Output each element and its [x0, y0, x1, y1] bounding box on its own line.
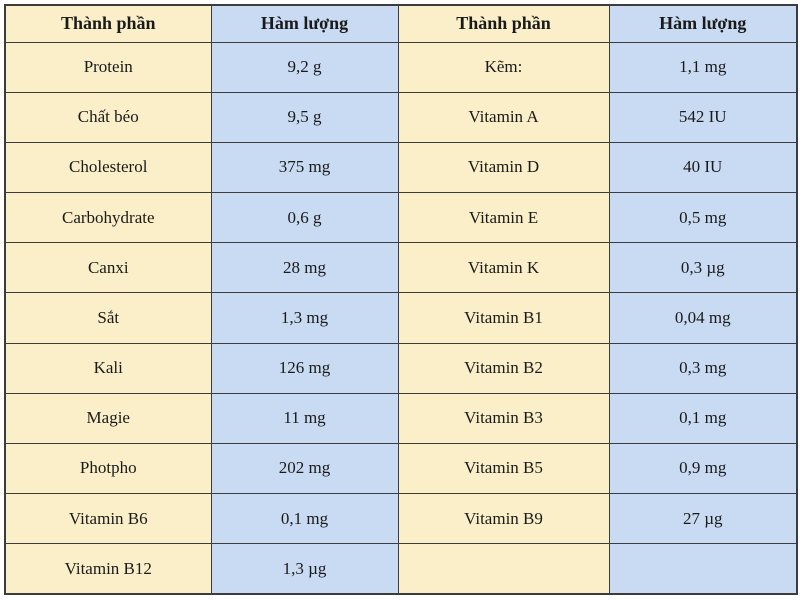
component-cell-left: Protein [4, 41, 212, 93]
amount-cell-left: 375 mg [210, 141, 399, 194]
amount-cell-right: 27 µg [608, 493, 798, 545]
amount-cell-left: 28 mg [210, 242, 399, 294]
component-cell-left: Photpho [4, 442, 212, 495]
table-row: Magie 11 mg Vitamin B3 0,1 mg [4, 392, 798, 444]
header-amount-right: Hàm lượng [608, 4, 798, 43]
component-cell-left: Carbohydrate [4, 192, 212, 244]
amount-cell-right: 40 IU [608, 141, 798, 194]
component-cell-right: Vitamin B2 [397, 342, 610, 394]
header-component-right: Thành phần [397, 4, 610, 43]
nutrition-table: Thành phần Hàm lượng Thành phần Hàm lượn… [4, 4, 798, 595]
component-cell-right: Vitamin K [397, 242, 610, 294]
table-body: Protein 9,2 g Kẽm: 1,1 mg Chất béo 9,5 g Vitam… [4, 41, 798, 595]
component-cell-right: Vitamin D [397, 141, 610, 194]
header-row: Thành phần Hàm lượng Thành phần Hàm lượn… [4, 4, 798, 43]
table-row: Cholesterol 375 mg Vitamin D 40 IU [4, 141, 798, 194]
component-cell-right: Vitamin B3 [397, 392, 610, 444]
amount-cell-right: 1,1 mg [608, 41, 798, 93]
amount-cell-right: 542 IU [608, 91, 798, 143]
header-component-left: Thành phần [4, 4, 212, 43]
table-row: Chất béo 9,5 g Vitamin A 542 IU [4, 91, 798, 143]
component-cell-left: Magie [4, 392, 212, 444]
table-row: Sắt 1,3 mg Vitamin B1 0,04 mg [4, 292, 798, 344]
amount-cell-left: 9,5 g [210, 91, 399, 143]
amount-cell-right: 0,04 mg [608, 292, 798, 344]
table-row: Kali 126 mg Vitamin B2 0,3 mg [4, 342, 798, 394]
table-header: Thành phần Hàm lượng Thành phần Hàm lượn… [4, 4, 798, 43]
amount-cell-left: 202 mg [210, 442, 399, 495]
component-cell-right [397, 543, 610, 595]
amount-cell-right: 0,1 mg [608, 392, 798, 444]
amount-cell-right: 0,5 mg [608, 192, 798, 244]
component-cell-right: Kẽm: [397, 41, 610, 93]
amount-cell-right: 0,3 mg [608, 342, 798, 394]
table-row: Photpho 202 mg Vitamin B5 0,9 mg [4, 442, 798, 495]
component-cell-right: Vitamin A [397, 91, 610, 143]
component-cell-right: Vitamin B5 [397, 442, 610, 495]
amount-cell-right: 0,3 µg [608, 242, 798, 294]
component-cell-left: Chất béo [4, 91, 212, 143]
component-cell-right: Vitamin B1 [397, 292, 610, 344]
component-cell-right: Vitamin B9 [397, 493, 610, 545]
component-cell-left: Vitamin B12 [4, 543, 212, 595]
amount-cell-right [608, 543, 798, 595]
amount-cell-left: 1,3 mg [210, 292, 399, 344]
table-row: Vitamin B12 1,3 µg [4, 543, 798, 595]
amount-cell-left: 1,3 µg [210, 543, 399, 595]
amount-cell-left: 126 mg [210, 342, 399, 394]
component-cell-left: Sắt [4, 292, 212, 344]
component-cell-left: Kali [4, 342, 212, 394]
component-cell-left: Canxi [4, 242, 212, 294]
amount-cell-left: 9,2 g [210, 41, 399, 93]
amount-cell-left: 11 mg [210, 392, 399, 444]
amount-cell-left: 0,6 g [210, 192, 399, 244]
amount-cell-left: 0,1 mg [210, 493, 399, 545]
header-amount-left: Hàm lượng [210, 4, 399, 43]
table-row: Vitamin B6 0,1 mg Vitamin B9 27 µg [4, 493, 798, 545]
component-cell-right: Vitamin E [397, 192, 610, 244]
amount-cell-right: 0,9 mg [608, 442, 798, 495]
table-row: Carbohydrate 0,6 g Vitamin E 0,5 mg [4, 192, 798, 244]
table-row: Protein 9,2 g Kẽm: 1,1 mg [4, 41, 798, 93]
table-row: Canxi 28 mg Vitamin K 0,3 µg [4, 242, 798, 294]
component-cell-left: Cholesterol [4, 141, 212, 194]
component-cell-left: Vitamin B6 [4, 493, 212, 545]
